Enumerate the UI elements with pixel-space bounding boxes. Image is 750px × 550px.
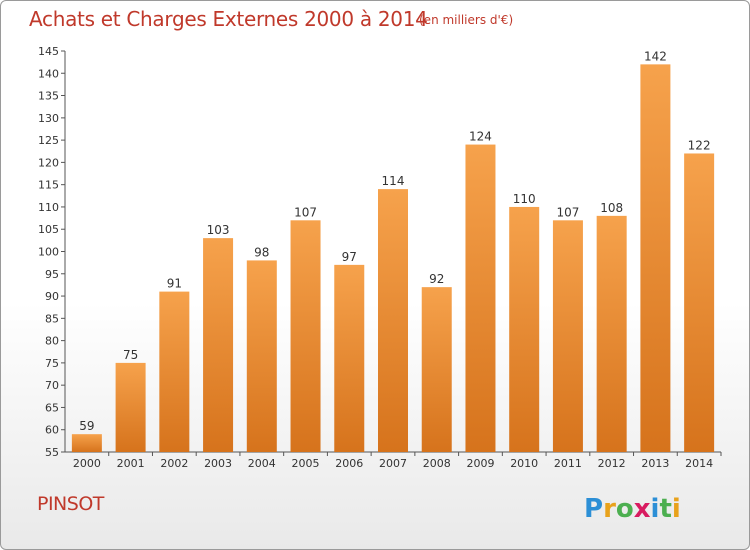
bar-2009	[465, 144, 496, 453]
x-tick-label: 2005	[292, 457, 320, 470]
bar-2005	[290, 220, 321, 452]
chart-title: Achats et Charges Externes 2000 à 2014	[29, 7, 428, 31]
y-tick-label: 135	[38, 90, 59, 103]
y-tick-label: 100	[38, 246, 59, 259]
y-tick-label: 115	[38, 179, 59, 192]
y-tick-label: 80	[45, 335, 59, 348]
axes: 55 60 65 70 75 80 85 90 95 100 105 110 115 120 125 130 1…	[38, 45, 722, 470]
y-tick-label: 85	[45, 312, 59, 325]
data-label: 114	[382, 174, 405, 188]
data-label: 92	[429, 272, 444, 286]
x-tick-label: 2007	[379, 457, 407, 470]
bar-2007	[378, 189, 408, 452]
x-tick-label: 2011	[554, 457, 582, 470]
bar-2001	[115, 362, 146, 452]
y-tick-label: 65	[45, 401, 59, 414]
y-tick-label: 95	[45, 268, 59, 281]
bars	[71, 64, 715, 453]
x-tick-label: 2008	[423, 457, 451, 470]
x-tick-label: 2014	[685, 457, 713, 470]
bar-2006	[334, 264, 365, 452]
data-labels: 59 75 91 103 98 107 97 114 92 124 110 107 108 142 122	[79, 49, 710, 433]
y-tick-label: 60	[45, 424, 59, 437]
y-tick-label: 125	[38, 134, 59, 147]
x-tick-label: 2006	[335, 457, 363, 470]
bar-2010	[509, 206, 540, 452]
y-tick-label: 105	[38, 223, 59, 236]
data-label: 97	[342, 250, 357, 264]
proxiti-logo-icon: Proxiti	[584, 494, 681, 524]
bar-2008	[421, 287, 452, 452]
data-label: 107	[294, 205, 317, 219]
place-name: PINSOT	[37, 493, 104, 515]
data-label: 59	[79, 419, 94, 433]
proxiti-logo[interactable]: Proxiti	[584, 489, 694, 534]
x-tick-label: 2013	[641, 457, 669, 470]
data-label: 110	[513, 192, 536, 206]
y-tick-label: 55	[45, 446, 59, 459]
data-label: 75	[123, 348, 138, 362]
y-tick-label: 110	[38, 201, 59, 214]
y-tick-label: 70	[45, 379, 59, 392]
x-tick-label: 2009	[466, 457, 494, 470]
bar-2004	[246, 260, 277, 452]
bar-2013	[640, 64, 671, 452]
bar-2014	[684, 153, 715, 452]
data-label: 98	[254, 245, 269, 259]
x-tick-label: 2001	[117, 457, 145, 470]
bar-2000	[71, 434, 102, 452]
x-tick-label: 2010	[510, 457, 538, 470]
y-tick-label: 75	[45, 357, 59, 370]
data-label: 124	[469, 130, 492, 144]
y-tick-label: 90	[45, 290, 59, 303]
y-tick-label: 120	[38, 156, 59, 169]
x-tick-label: 2000	[73, 457, 101, 470]
data-label: 122	[688, 138, 711, 152]
y-tick-label: 130	[38, 112, 59, 125]
data-label: 107	[556, 205, 579, 219]
x-tick-label: 2002	[160, 457, 188, 470]
data-label: 142	[644, 49, 667, 63]
y-tick-label: 140	[38, 67, 59, 80]
bar-2002	[159, 291, 190, 452]
data-label: 91	[167, 277, 182, 291]
data-label: 108	[600, 201, 623, 215]
svg-text:Proxiti: Proxiti	[584, 494, 681, 524]
bar-2012	[596, 215, 627, 452]
data-label: 103	[207, 223, 230, 237]
x-tick-label: 2004	[248, 457, 276, 470]
bar-2003	[203, 238, 234, 452]
y-tick-label: 145	[38, 45, 59, 58]
x-tick-label: 2003	[204, 457, 232, 470]
x-tick-label: 2012	[598, 457, 626, 470]
chart-subtitle: (en milliers d'€)	[419, 13, 514, 27]
bar-2011	[552, 220, 583, 452]
